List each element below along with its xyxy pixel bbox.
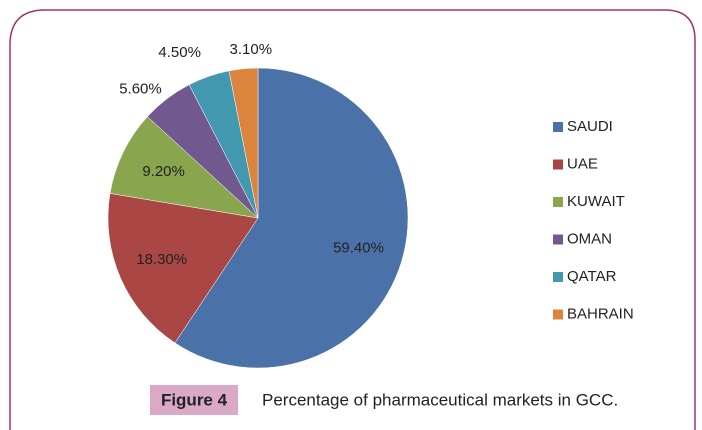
- legend-label: UAE: [567, 155, 598, 172]
- data-label: 4.50%: [158, 44, 201, 61]
- legend-swatch: [553, 234, 563, 245]
- legend-swatch: [553, 272, 563, 282]
- legend-swatch: [553, 309, 563, 320]
- legend-label: OMAN: [567, 230, 612, 247]
- frame: [9, 9, 696, 430]
- legend-label: KUWAIT: [567, 193, 625, 210]
- legend-label: QATAR: [567, 268, 617, 285]
- caption-label: Figure 4: [161, 390, 228, 409]
- pie-slice: [107, 193, 259, 344]
- legend-swatch: [553, 197, 563, 207]
- pie-slice: [174, 67, 409, 369]
- pie-slice: [109, 116, 259, 219]
- data-label: 9.20%: [142, 163, 185, 180]
- legend-label: SAUDI: [567, 118, 613, 135]
- data-label: 59.40%: [333, 239, 384, 256]
- caption-label-box: [150, 385, 238, 415]
- pie-slice: [228, 67, 259, 219]
- caption: Percentage of pharmaceutical markets in …: [262, 390, 618, 409]
- data-label: 5.60%: [119, 80, 162, 97]
- legend-swatch: [553, 159, 563, 170]
- legend-swatch: [553, 122, 563, 132]
- data-label: 3.10%: [230, 41, 273, 58]
- legend-label: BAHRAIN: [567, 305, 634, 322]
- data-label: 18.30%: [136, 251, 187, 268]
